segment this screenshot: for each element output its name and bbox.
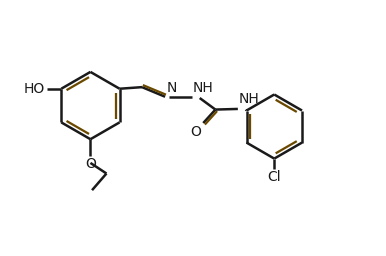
Text: HO: HO (24, 82, 45, 96)
Text: NH: NH (192, 81, 213, 95)
Text: N: N (166, 81, 177, 95)
Text: O: O (85, 157, 96, 172)
Text: NH: NH (239, 92, 259, 106)
Text: O: O (190, 125, 201, 139)
Text: Cl: Cl (267, 170, 281, 184)
